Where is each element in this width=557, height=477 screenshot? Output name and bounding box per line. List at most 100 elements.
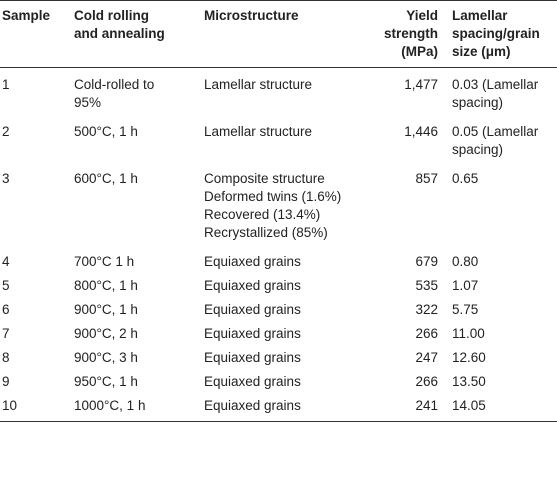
cell-size: 1.07 xyxy=(444,274,557,298)
cell-process: 950°C, 1 h xyxy=(66,370,196,394)
cell-microstructure: Equiaxed grains xyxy=(196,346,372,370)
cell-yield-strength-text: 322 xyxy=(415,302,438,317)
cell-size: 13.50 xyxy=(444,370,557,394)
cell-microstructure-text: Recrystallized (85%) xyxy=(204,225,328,240)
cell-sample: 10 xyxy=(0,394,66,422)
header-microstructure: Microstructure xyxy=(196,1,372,68)
cell-sample: 8 xyxy=(0,346,66,370)
cell-size-text: 0.65 xyxy=(452,171,479,186)
header-size-line-3: size (μm) xyxy=(452,44,511,59)
cell-sample: 3 xyxy=(0,167,66,250)
cell-yield-strength-text: 679 xyxy=(415,254,438,269)
header-size-line-1: Lamellar xyxy=(452,8,508,23)
cell-size: 0.80 xyxy=(444,250,557,274)
cell-size: 5.75 xyxy=(444,298,557,322)
cell-size-text: spacing) xyxy=(452,95,504,110)
cell-size-text: 11.00 xyxy=(452,326,485,341)
table-row: 6 900°C, 1 h Equiaxed grains 322 5.75 xyxy=(0,298,557,322)
cell-process: 800°C, 1 h xyxy=(66,274,196,298)
cell-process: 600°C, 1 h xyxy=(66,167,196,250)
cell-microstructure: Lamellar structure xyxy=(196,68,372,121)
cell-sample-text: 1 xyxy=(2,77,10,92)
cell-process-text: 800°C, 1 h xyxy=(74,278,138,293)
cell-size: 14.05 xyxy=(444,394,557,422)
cell-microstructure: Equiaxed grains xyxy=(196,394,372,422)
header-sample-text: Sample xyxy=(2,8,51,23)
cell-size: 0.65 xyxy=(444,167,557,250)
cell-microstructure: Composite structure Deformed twins (1.6%)… xyxy=(196,167,372,250)
cell-process: 900°C, 3 h xyxy=(66,346,196,370)
cell-size: 0.03 (Lamellar spacing) xyxy=(444,68,557,121)
cell-process: 1000°C, 1 h xyxy=(66,394,196,422)
cell-size-text: 1.07 xyxy=(452,278,479,293)
cell-sample: 5 xyxy=(0,274,66,298)
header-size-line-2: spacing/grain xyxy=(452,26,540,41)
cell-microstructure-text: Recovered (13.4%) xyxy=(204,207,321,222)
data-table: Sample Cold rolling and annealing Micros… xyxy=(0,0,557,422)
cell-microstructure-text: Lamellar structure xyxy=(204,124,313,139)
cell-yield-strength: 266 xyxy=(372,370,444,394)
cell-process-text: 950°C, 1 h xyxy=(74,374,138,389)
cell-process: 500°C, 1 h xyxy=(66,120,196,167)
cell-yield-strength-text: 1,446 xyxy=(404,124,438,139)
cell-size-text: 5.75 xyxy=(452,302,479,317)
table-row: 9 950°C, 1 h Equiaxed grains 266 13.50 xyxy=(0,370,557,394)
cell-yield-strength: 266 xyxy=(372,322,444,346)
header-row: Sample Cold rolling and annealing Micros… xyxy=(0,0,557,68)
cell-size-text: 0.03 (Lamellar xyxy=(452,77,539,92)
cell-sample: 1 xyxy=(0,68,66,121)
cell-yield-strength-text: 535 xyxy=(415,278,438,293)
cell-sample-text: 10 xyxy=(2,398,18,413)
cell-process-text: 1000°C, 1 h xyxy=(74,398,146,413)
cell-microstructure-text: Composite structure xyxy=(204,171,325,186)
cell-microstructure: Equiaxed grains xyxy=(196,250,372,274)
table-row: 5 800°C, 1 h Equiaxed grains 535 1.07 xyxy=(0,274,557,298)
header-process-line-1: Cold rolling xyxy=(74,8,149,23)
cell-microstructure-text: Equiaxed grains xyxy=(204,302,301,317)
cell-yield-strength: 247 xyxy=(372,346,444,370)
cell-sample-text: 7 xyxy=(2,326,10,341)
cell-yield-strength: 1,477 xyxy=(372,68,444,121)
cell-yield-strength-text: 266 xyxy=(415,326,438,341)
header-ys-line-3: (MPa) xyxy=(401,44,438,59)
cell-process-text: Cold-rolled to xyxy=(74,77,155,92)
cell-microstructure-text: Equiaxed grains xyxy=(204,326,301,341)
cell-sample-text: 5 xyxy=(2,278,10,293)
cell-microstructure: Equiaxed grains xyxy=(196,370,372,394)
cell-yield-strength: 241 xyxy=(372,394,444,422)
cell-process-text: 900°C, 3 h xyxy=(74,350,138,365)
cell-sample-text: 6 xyxy=(2,302,10,317)
cell-microstructure-text: Lamellar structure xyxy=(204,77,313,92)
cell-size-text: spacing) xyxy=(452,142,504,157)
cell-process-text: 700°C 1 h xyxy=(74,254,135,269)
cell-size-text: 14.05 xyxy=(452,398,486,413)
cell-yield-strength: 679 xyxy=(372,250,444,274)
cell-sample-text: 9 xyxy=(2,374,10,389)
cell-yield-strength-text: 241 xyxy=(415,398,438,413)
cell-size-text: 0.80 xyxy=(452,254,479,269)
cell-process-text: 900°C, 1 h xyxy=(74,302,138,317)
table-row: 1 Cold-rolled to 95% Lamellar structure 1,47… xyxy=(0,68,557,121)
cell-yield-strength-text: 857 xyxy=(415,171,438,186)
cell-size-text: 0.05 (Lamellar xyxy=(452,124,539,139)
cell-microstructure: Equiaxed grains xyxy=(196,298,372,322)
cell-yield-strength-text: 266 xyxy=(415,374,438,389)
header-size: Lamellar spacing/grain size (μm) xyxy=(444,1,557,68)
cell-sample: 4 xyxy=(0,250,66,274)
cell-microstructure: Equiaxed grains xyxy=(196,274,372,298)
table-row: 8 900°C, 3 h Equiaxed grains 247 12.60 xyxy=(0,346,557,370)
cell-sample: 2 xyxy=(0,120,66,167)
cell-yield-strength: 322 xyxy=(372,298,444,322)
cell-sample-text: 8 xyxy=(2,350,10,365)
cell-sample-text: 3 xyxy=(2,171,10,186)
cell-sample: 6 xyxy=(0,298,66,322)
cell-size-text: 12.60 xyxy=(452,350,486,365)
cell-microstructure-text: Equiaxed grains xyxy=(204,278,301,293)
cell-yield-strength: 1,446 xyxy=(372,120,444,167)
cell-process: 900°C, 2 h xyxy=(66,322,196,346)
cell-microstructure-text: Equiaxed grains xyxy=(204,398,301,413)
header-process-line-2: and annealing xyxy=(74,26,165,41)
cell-yield-strength: 857 xyxy=(372,167,444,250)
cell-microstructure: Lamellar structure xyxy=(196,120,372,167)
